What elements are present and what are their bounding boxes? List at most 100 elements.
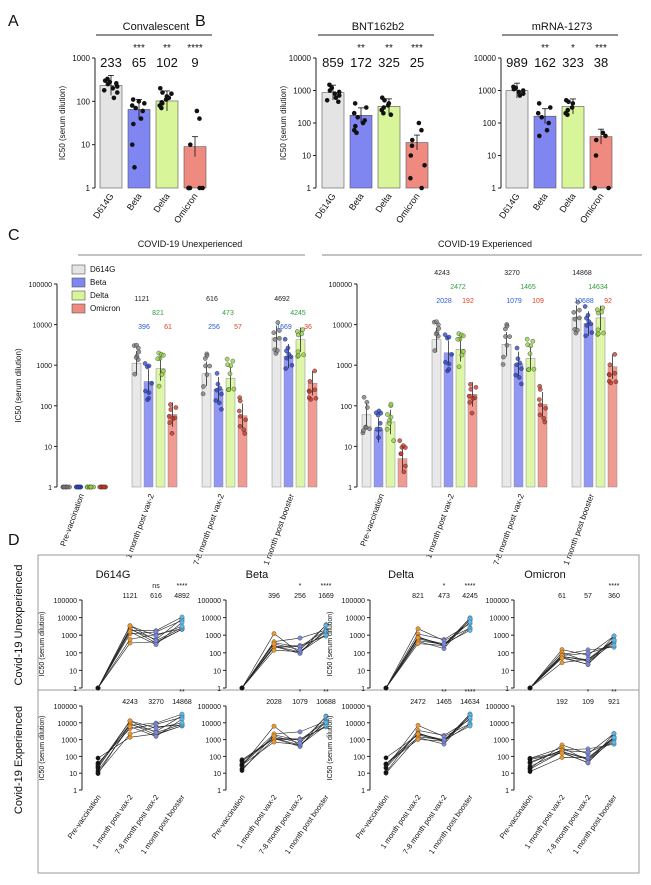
panel-d-r1c2-subject-line xyxy=(385,723,471,769)
C-experienced-point xyxy=(517,360,523,366)
B-mrna-tick-label: 10 xyxy=(487,152,496,161)
panel-d-r0c2-subject-line xyxy=(385,627,471,689)
legend-label-delta: Delta xyxy=(90,291,109,300)
C-unexperienced-gmt-omicron: 57 xyxy=(234,324,242,331)
panel-d-r1c1-tick-label: 1000 xyxy=(205,738,221,745)
panel-d-r1c3-subject-point xyxy=(585,749,591,755)
panel-d-r0c0-tick-label: 10000 xyxy=(58,616,78,623)
panel-d-r1c1-subject-line xyxy=(241,720,327,767)
C-unexperienced-point xyxy=(231,386,237,392)
A-convalescent-point xyxy=(197,116,202,121)
A-convalescent-sig-omicron: **** xyxy=(187,43,203,54)
panel-d-r1c2-tick-label: 10000 xyxy=(346,721,366,728)
panel-d-r1c1-subject-point xyxy=(271,739,277,745)
panel-d-r1c1-subject-point xyxy=(323,720,329,725)
C-experienced-gmt-d614g: 4243 xyxy=(434,270,450,277)
panel-d-r1c1-subject-line xyxy=(241,716,327,766)
C-experienced-bar-delta xyxy=(595,317,606,488)
panel-d-r1c0-subject-line xyxy=(97,720,183,769)
panel-d-r0c0-subject-point xyxy=(179,619,185,625)
B-bnt-point xyxy=(360,120,366,126)
panel-d-r0c3-subject-line xyxy=(529,646,615,689)
C-unexperienced-point xyxy=(284,355,290,361)
C-unexperienced-point xyxy=(213,398,219,403)
panel-d-r0c3-subject-point xyxy=(585,661,591,667)
C-unexperienced-point xyxy=(217,385,223,391)
panel-d-r0c0-gmt: 4892 xyxy=(174,593,190,600)
panel-d-r1c1-gmt: 1079 xyxy=(292,699,308,706)
C-experienced-point xyxy=(470,396,476,401)
B-bnt-point xyxy=(385,103,391,108)
C-experienced-bar-omicron xyxy=(467,394,478,488)
panel-d-r0c0-ylabel: IC50 (serum dilution) xyxy=(39,612,46,677)
panel-d-r1c0-gmt: 3270 xyxy=(148,699,164,706)
C-unexperienced-point xyxy=(97,484,103,490)
C-experienced-point xyxy=(446,334,452,340)
C-experienced-point xyxy=(519,366,524,371)
panel-d-r1c2-ylabel: IC50 (serum dilution) xyxy=(327,716,334,781)
A-convalescent-xlabel-beta: Beta xyxy=(125,191,144,212)
C-unexperienced-gmt-beta: 256 xyxy=(208,324,220,331)
A-convalescent-point xyxy=(133,105,139,111)
A-convalescent-point xyxy=(159,105,164,111)
panel-d-r0c0-subject-line xyxy=(97,620,183,689)
panel-d-r0c0-subject-point xyxy=(127,637,133,642)
panel-d-r0c1-subject-point xyxy=(271,647,277,653)
C-unexperienced-point xyxy=(275,348,280,353)
panel-d-r0c3-gmt: 57 xyxy=(584,593,592,600)
C-experienced-point xyxy=(537,387,543,392)
B-mrna-point xyxy=(593,153,599,158)
C-experienced-title: COVID-19 Experienced xyxy=(438,239,532,249)
A-convalescent-point xyxy=(129,142,135,147)
C-unexperienced-gmt-delta: 473 xyxy=(222,310,234,317)
C-unexperienced-xlabel: Pre-vaccination xyxy=(59,493,86,548)
B-bnt-point xyxy=(352,101,358,106)
C-experienced-point xyxy=(595,327,601,333)
panel-d-r0c0-subject-line xyxy=(97,616,183,689)
panel-d-r1c2-subject-point xyxy=(467,723,473,729)
B-bnt-point xyxy=(408,153,414,158)
panel-d-r1c0-sig: ** xyxy=(179,689,185,696)
panel-d-r1c0-subject-point xyxy=(127,731,133,737)
C-unexperienced-bar-d614g xyxy=(131,362,142,488)
A-convalescent-point xyxy=(142,101,147,106)
B-mrna-value-delta: 323 xyxy=(562,55,584,70)
panel-d-r0c0-sig: ns xyxy=(152,583,160,590)
panel-d-r1c1-subject-line xyxy=(241,722,327,766)
B-mrna-xlabel-delta: Delta xyxy=(557,191,577,214)
panel-d-r0c0-subject-point xyxy=(179,623,185,629)
A-convalescent-tick-label: 10 xyxy=(81,141,90,150)
panel-d-r1c0-subject-line xyxy=(97,724,183,773)
panel-d-r1c1-tick-label: 10000 xyxy=(202,721,222,728)
panel-d-r0c3-subject-point xyxy=(611,637,617,643)
C-experienced-gmt-d614g: 3270 xyxy=(504,270,520,277)
panel-d-r1c3-tick-label: 10000 xyxy=(490,721,510,728)
panel-d-r1c3-gmt: 921 xyxy=(608,699,620,706)
B-mrna-point xyxy=(592,185,597,191)
C-experienced-gmt-delta: 1465 xyxy=(520,284,536,291)
B-bnt-xlabel-omicron: Omicron xyxy=(394,191,422,225)
C-experienced-gmt-omicron: 109 xyxy=(532,298,544,305)
C-unexperienced-point xyxy=(146,363,152,369)
panel-label-A: A xyxy=(8,13,19,30)
C-unexperienced-point xyxy=(307,389,312,394)
C-unexperienced-point xyxy=(132,371,138,377)
C-experienced-bar-delta xyxy=(525,358,536,488)
panel-d-r1c0-subject-point xyxy=(95,765,101,771)
C-experienced-point xyxy=(504,323,510,329)
B-mrna-point xyxy=(566,99,571,105)
A-convalescent-point xyxy=(105,81,111,87)
C-experienced-point xyxy=(461,333,466,339)
panel-d-r0c3-subject-point xyxy=(527,685,533,691)
C-experienced-point xyxy=(601,330,606,336)
panel-d-r0c2-subject-line xyxy=(385,628,471,689)
C-experienced-point xyxy=(432,348,438,353)
C-experienced-point xyxy=(575,327,580,333)
panel-d-r0c3-gmt: 61 xyxy=(558,593,566,600)
A-convalescent-point xyxy=(111,95,117,101)
panel-d-r1c1-tick-label: 1 xyxy=(217,788,221,795)
C-experienced-point xyxy=(455,336,461,342)
C-experienced-point xyxy=(504,342,510,348)
C-experienced-point xyxy=(607,362,613,368)
C-experienced-point xyxy=(577,307,582,313)
